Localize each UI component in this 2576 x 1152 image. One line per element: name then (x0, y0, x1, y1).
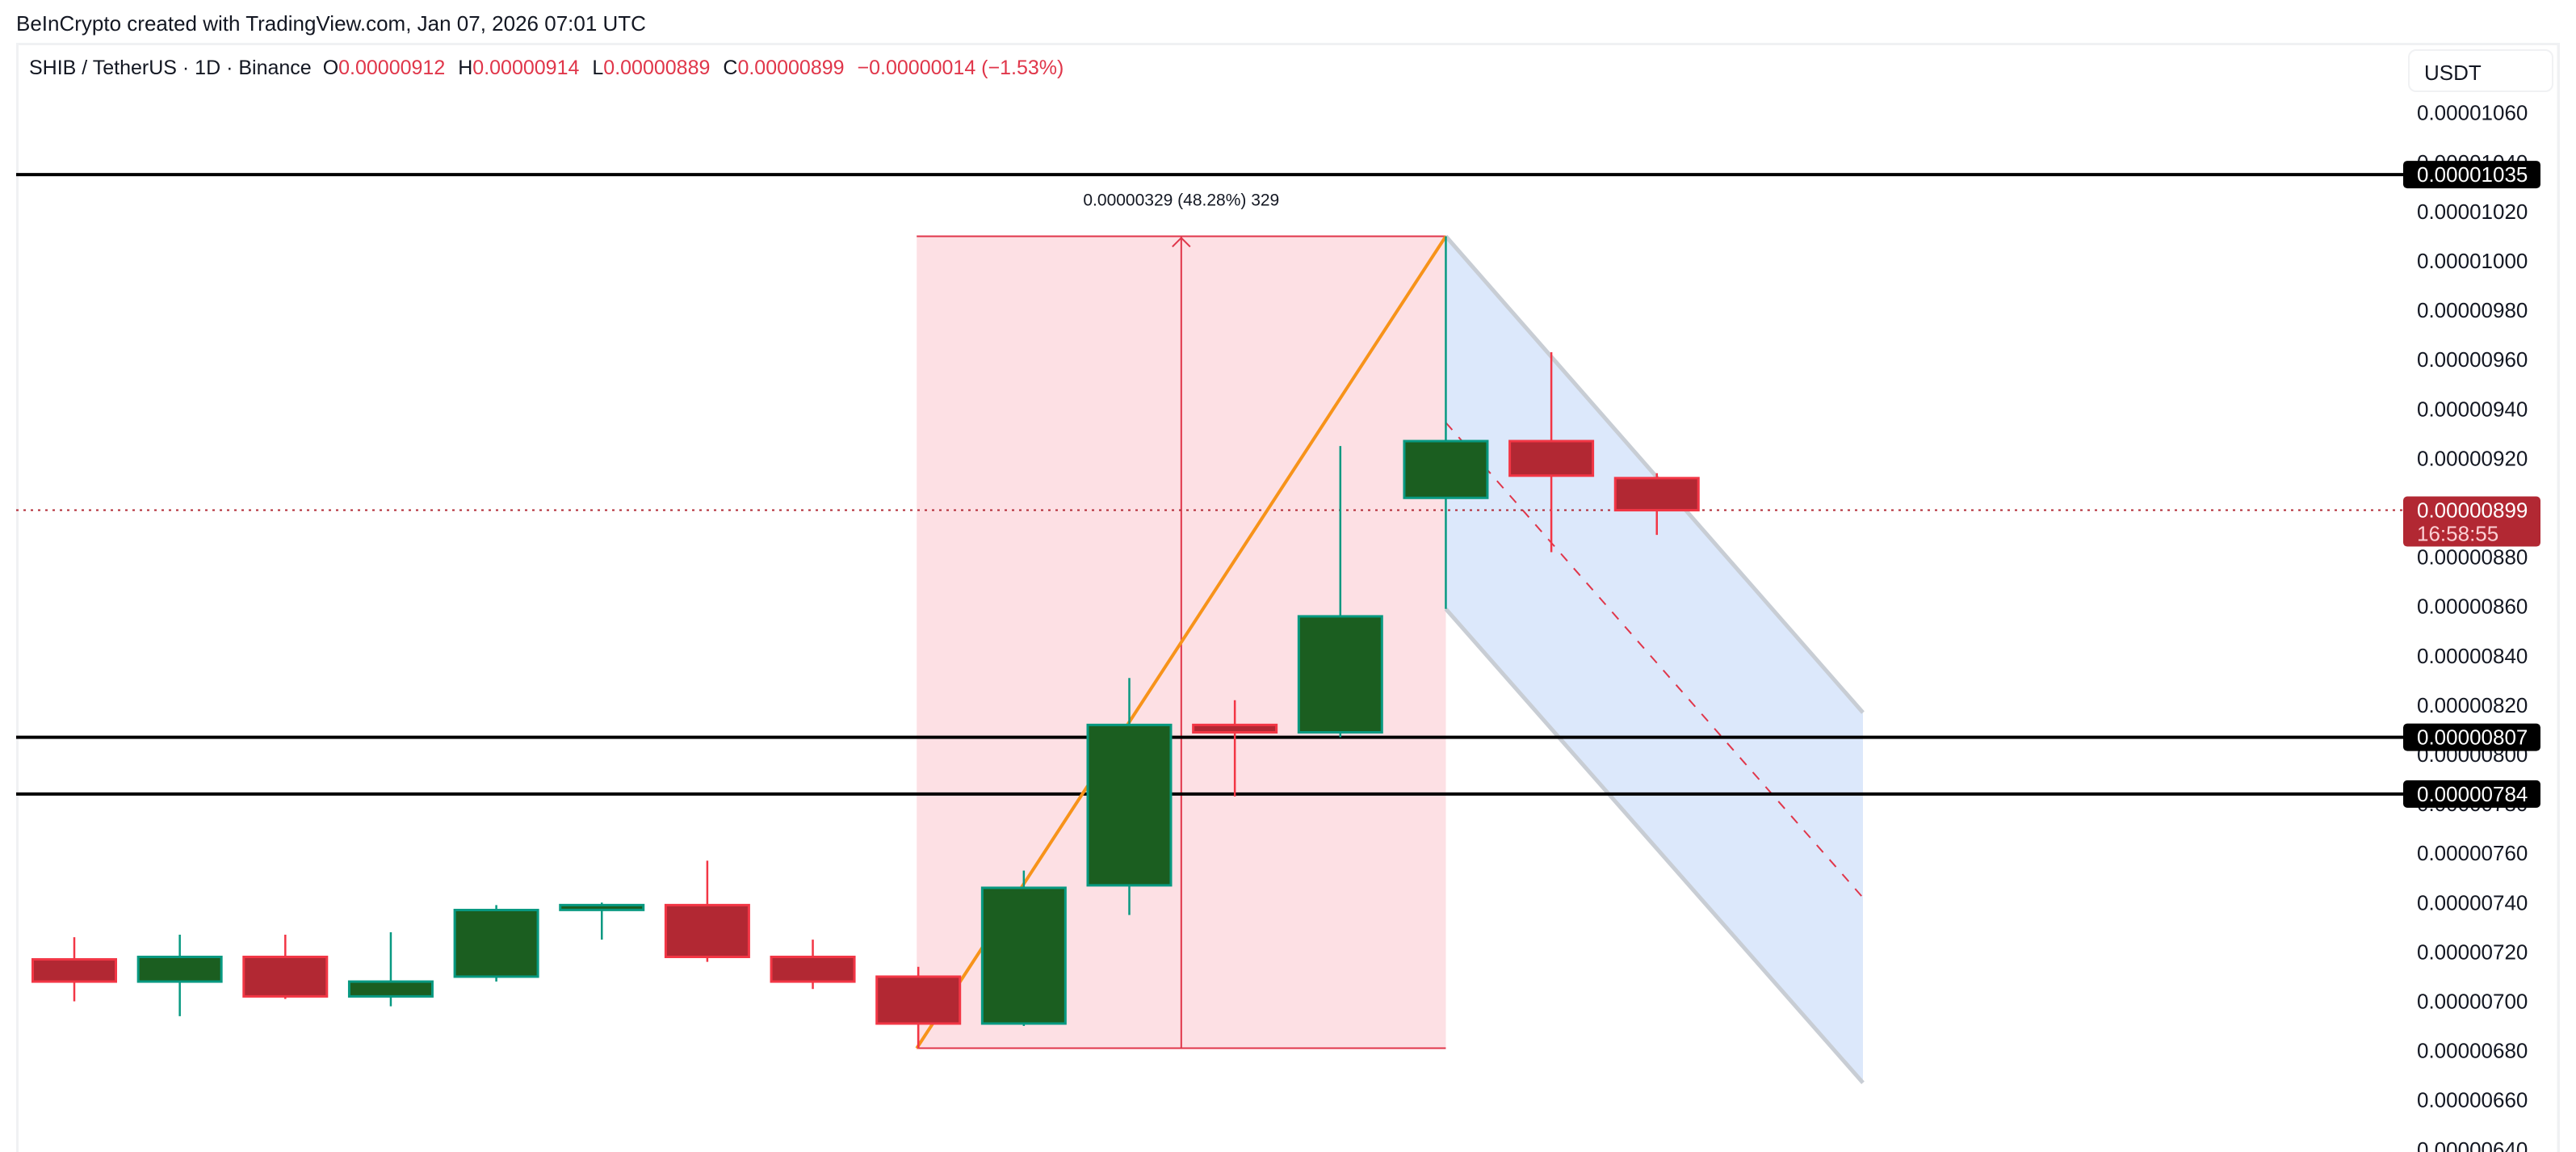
level-price-tag (2403, 723, 2540, 751)
price-axis-label: 0.00000640 (2417, 1137, 2528, 1152)
price-axis-label: 0.00000920 (2417, 446, 2528, 470)
candle-bullish[interactable] (136, 956, 223, 983)
low-value: 0.00000889 (603, 57, 711, 79)
price-axis-label: 0.00000840 (2417, 644, 2528, 668)
price-axis-label: 0.00000820 (2417, 693, 2528, 717)
candle-bearish[interactable] (770, 956, 856, 983)
close-label: C (723, 57, 738, 79)
channel-lower-line[interactable] (1444, 608, 1865, 1084)
high-label: H (458, 57, 473, 79)
price-axis-label: 0.00000740 (2417, 890, 2528, 914)
measure-arrow-head-icon (1172, 237, 1191, 248)
candle-bullish[interactable] (453, 908, 539, 978)
candle-bearish[interactable] (1508, 439, 1595, 477)
level-price-tag-text: 0.00000807 (2417, 725, 2528, 750)
high-value: 0.00000914 (472, 57, 580, 79)
price-axis-label: 0.00000760 (2417, 841, 2528, 865)
candle-bullish[interactable] (559, 903, 645, 911)
symbol-title[interactable]: SHIB / TetherUS · 1D · Binance (29, 57, 312, 79)
candle-bullish[interactable] (1403, 439, 1489, 499)
price-axis-label: 0.00001060 (2417, 101, 2528, 125)
level-price-tag (2403, 780, 2540, 808)
channel-upper-line[interactable] (1444, 234, 1865, 714)
measure-label: 0.00000329 (48.28%) 329 (1083, 191, 1279, 209)
bar-countdown-text: 16:58:55 (2417, 522, 2498, 546)
price-axis-label: 0.00000660 (2417, 1088, 2528, 1112)
price-axis-label: 0.00000700 (2417, 990, 2528, 1014)
candle-bearish[interactable] (31, 958, 117, 983)
low-label: L (592, 57, 604, 79)
price-axis-label: 0.00000960 (2417, 347, 2528, 372)
price-axis-label: 0.00001020 (2417, 200, 2528, 224)
chart-credit: BeInCrypto created with TradingView.com,… (16, 11, 646, 36)
level-price-tag (2403, 161, 2540, 189)
open-value: 0.00000912 (338, 57, 446, 79)
open-label: O (322, 57, 339, 79)
candle-bullish[interactable] (1297, 615, 1383, 734)
candle-bearish[interactable] (1613, 477, 1700, 512)
price-axis-label: 0.00001000 (2417, 249, 2528, 273)
price-axis-label: 0.00000860 (2417, 595, 2528, 619)
current-price-tag (2403, 496, 2540, 547)
change-value: −0.00000014 (−1.53%) (857, 57, 1064, 79)
candle-bullish[interactable] (347, 980, 434, 998)
price-axis-label: 0.00000880 (2417, 545, 2528, 570)
candle-bearish[interactable] (1192, 723, 1278, 734)
price-axis-label: 0.00000720 (2417, 940, 2528, 964)
candle-bearish[interactable] (664, 903, 750, 959)
level-price-tag-text: 0.00001035 (2417, 162, 2528, 187)
candle-bearish[interactable] (875, 975, 962, 1025)
candle-bearish[interactable] (242, 956, 329, 998)
current-price-tag-text: 0.00000899 (2417, 498, 2528, 523)
price-axis-label: 0.00000980 (2417, 298, 2528, 322)
candle-bullish[interactable] (1086, 723, 1173, 887)
candle-bullish[interactable] (980, 886, 1067, 1025)
close-value: 0.00000899 (737, 57, 845, 79)
level-price-tag-text: 0.00000784 (2417, 782, 2528, 806)
price-axis-label: 0.00000680 (2417, 1039, 2528, 1063)
currency-button[interactable]: USDT (2408, 49, 2553, 92)
price-axis-label: 0.00000940 (2417, 397, 2528, 421)
channel-mid-dashed-line (1445, 422, 1864, 898)
ohlc-legend: SHIB / TetherUS · 1D · Binance O 0.00000… (29, 57, 1064, 80)
